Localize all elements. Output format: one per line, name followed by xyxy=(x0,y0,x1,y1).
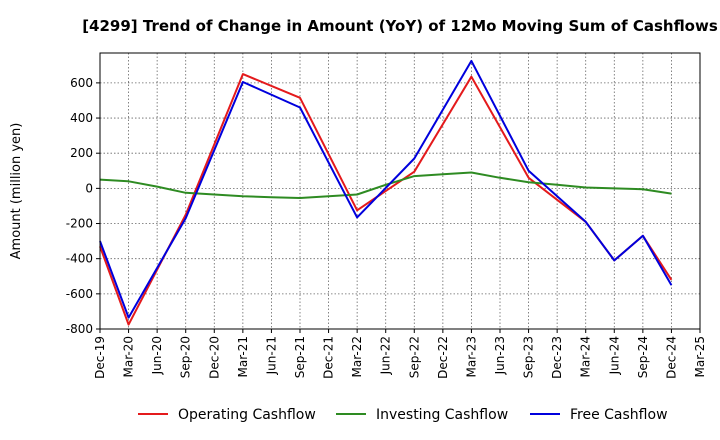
x-tick-label: Sep-20 xyxy=(179,336,193,378)
y-tick-label: -400 xyxy=(66,252,93,266)
operating-cashflow-line xyxy=(99,73,673,326)
y-tick-label: -800 xyxy=(66,322,93,336)
x-tick-label: Mar-20 xyxy=(122,336,136,377)
x-tick-label: Sep-23 xyxy=(522,336,536,378)
y-axis: -800 -600 -400 -200 0 200 400 600 xyxy=(66,76,100,336)
y-tick-label: -600 xyxy=(66,287,93,301)
x-tick-label: Dec-22 xyxy=(436,336,450,379)
x-tick-label: Jun-24 xyxy=(607,336,621,375)
y-tick-label: 0 xyxy=(85,181,93,195)
x-tick-label: Mar-22 xyxy=(350,336,364,377)
y-tick-label: 400 xyxy=(70,111,93,125)
x-tick-label: Mar-25 xyxy=(693,336,707,377)
x-tick-label: Dec-20 xyxy=(207,336,221,379)
x-tick-label: Mar-24 xyxy=(579,336,593,377)
series-layer xyxy=(99,59,673,326)
free-cashflow-legend-label: Free Cashflow xyxy=(570,407,668,423)
x-tick-label: Dec-24 xyxy=(664,336,678,379)
x-tick-label: Sep-21 xyxy=(293,336,307,378)
y-axis-label: Amount (million yen) xyxy=(9,123,24,260)
chart-title: [4299] Trend of Change in Amount (YoY) o… xyxy=(82,17,718,35)
x-tick-label: Jun-22 xyxy=(379,336,393,375)
grid xyxy=(99,53,701,330)
x-tick-label: Dec-23 xyxy=(550,336,564,379)
x-tick-label: Jun-20 xyxy=(150,336,164,375)
x-tick-label: Dec-19 xyxy=(93,336,107,379)
plot-frame xyxy=(99,52,701,330)
x-axis: Dec-19 Mar-20 Jun-20 Sep-20 Dec-20 Mar-21 Jun-… xyxy=(93,329,707,379)
y-tick-label: 200 xyxy=(70,146,93,160)
x-tick-label: Dec-21 xyxy=(322,336,336,379)
free-cashflow-line xyxy=(99,59,673,319)
legend: Operating Cashflow Investing Cashflow Free… xyxy=(138,407,668,423)
y-tick-label: -200 xyxy=(66,217,93,231)
operating-cashflow-legend-label: Operating Cashflow xyxy=(178,407,316,423)
x-tick-label: Jun-23 xyxy=(493,336,507,375)
x-tick-label: Jun-21 xyxy=(264,336,278,375)
x-tick-label: Sep-22 xyxy=(407,336,421,378)
investing-cashflow-legend-label: Investing Cashflow xyxy=(376,407,508,423)
x-tick-label: Mar-23 xyxy=(464,336,478,377)
x-tick-label: Mar-21 xyxy=(236,336,250,377)
y-tick-label: 600 xyxy=(70,76,93,90)
x-tick-label: Sep-24 xyxy=(636,336,650,378)
